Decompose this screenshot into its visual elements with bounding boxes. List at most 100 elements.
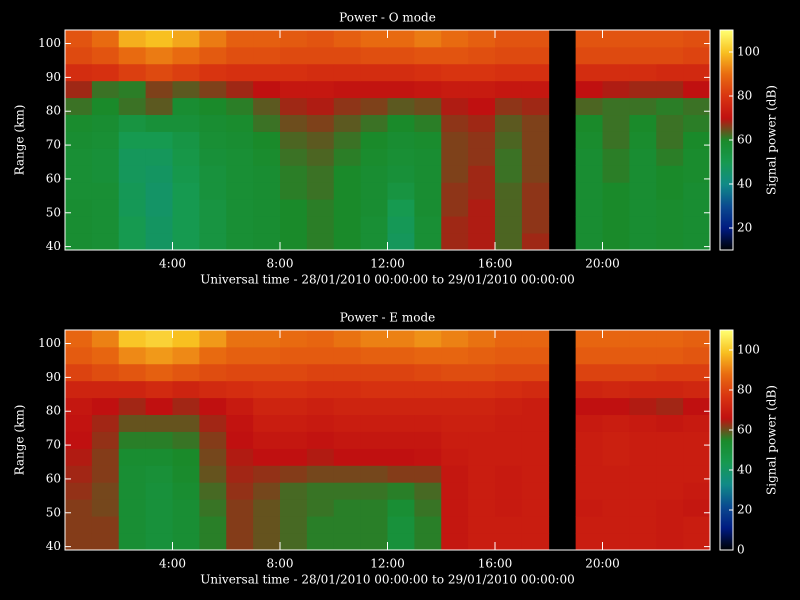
heatmap-cell (360, 431, 388, 449)
heatmap-cell (118, 80, 147, 99)
heatmap-cell (629, 414, 657, 432)
colorbar-swatch (720, 528, 733, 531)
heatmap-cell (253, 448, 281, 466)
heatmap-cell (333, 233, 362, 251)
heatmap-cell (226, 465, 254, 483)
heatmap-cell (65, 330, 93, 348)
colorbar-swatch (720, 160, 733, 163)
heatmap-cell (360, 199, 388, 217)
heatmap-cell (521, 30, 550, 48)
heatmap-cell (575, 63, 603, 82)
colorbar-swatch (720, 472, 733, 475)
heatmap-cell (91, 397, 120, 416)
heatmap-cell (360, 97, 388, 116)
colorbar-swatch (720, 530, 733, 533)
heatmap-cell (468, 330, 496, 348)
heatmap-cell (226, 482, 254, 500)
heatmap-cell (145, 482, 173, 500)
colorbar-swatch (720, 100, 733, 103)
heatmap-cell (629, 199, 657, 217)
colorbar-swatch (720, 92, 733, 95)
colorbar-swatch (720, 524, 733, 527)
colorbar-swatch (720, 54, 733, 57)
heatmap-cell (226, 233, 254, 251)
heatmap-cell (387, 148, 415, 166)
colorbar-swatch (720, 394, 733, 397)
heatmap-cell (387, 233, 415, 251)
x-axis-label: Universal time - 28/01/2010 00:00:00 to … (200, 273, 575, 287)
colorbar-swatch (720, 158, 733, 161)
y-tick-label: 100 (38, 36, 61, 50)
heatmap-cell (280, 97, 308, 116)
heatmap-cell (91, 363, 120, 382)
heatmap-cell (145, 46, 173, 65)
heatmap-cell (118, 199, 147, 217)
heatmap-cell (629, 516, 657, 534)
colorbar-swatch (720, 404, 733, 407)
heatmap-cell (656, 80, 684, 99)
heatmap-cell (306, 397, 335, 416)
colorbar-swatch (720, 496, 733, 499)
heatmap-cell (333, 216, 362, 234)
heatmap-cell (468, 131, 496, 149)
heatmap-cell (575, 397, 603, 416)
heatmap-cell (306, 448, 335, 466)
heatmap-cell (683, 148, 711, 166)
colorbar-swatch (720, 418, 733, 421)
colorbar-swatch (720, 152, 733, 155)
heatmap-cell (521, 465, 550, 483)
colorbar-swatch (720, 76, 733, 79)
heatmap-cell (656, 414, 684, 432)
colorbar-swatch (720, 526, 733, 529)
colorbar-swatch (720, 504, 733, 507)
heatmap-cell (441, 363, 469, 382)
heatmap-cell (145, 414, 173, 432)
colorbar-swatch (720, 216, 733, 219)
heatmap-cell (91, 516, 120, 534)
colorbar-swatch (720, 116, 733, 119)
colorbar-swatch (720, 104, 733, 107)
heatmap-cell (118, 330, 147, 348)
heatmap-cell (145, 499, 173, 517)
heatmap-cell (172, 182, 200, 200)
colorbar-swatch (720, 118, 733, 121)
heatmap-cell (575, 199, 603, 217)
heatmap-cell (118, 63, 147, 82)
colorbar-label: Signal power (dB) (765, 385, 779, 495)
heatmap-cell (602, 482, 630, 500)
heatmap-cell (387, 516, 415, 534)
colorbar-swatch (720, 350, 733, 353)
colorbar-swatch (720, 42, 733, 45)
heatmap-cell (253, 346, 281, 365)
heatmap-cell (306, 165, 335, 183)
colorbar-swatch (720, 236, 733, 239)
colorbar-swatch (720, 510, 733, 513)
colorbar-tick-label: 100 (737, 45, 760, 59)
heatmap-cell (495, 414, 523, 432)
heatmap-cell (521, 80, 550, 99)
heatmap-cell (118, 30, 147, 48)
heatmap-cell (253, 80, 281, 99)
heatmap-cell (333, 114, 362, 132)
heatmap-cell (333, 448, 362, 466)
heatmap-cell (414, 63, 442, 82)
heatmap-cell (414, 380, 442, 399)
colorbar-swatch (720, 454, 733, 457)
heatmap-cell (602, 516, 630, 534)
heatmap-cell (280, 533, 308, 551)
heatmap-cell (468, 499, 496, 517)
heatmap-cell (280, 516, 308, 534)
heatmap-cell (387, 165, 415, 183)
colorbar-swatch (720, 190, 733, 193)
colorbar-swatch (720, 72, 733, 75)
colorbar-swatch (720, 34, 733, 37)
heatmap-cell (226, 397, 254, 416)
colorbar-swatch (720, 56, 733, 59)
heatmap-cell (521, 363, 550, 382)
heatmap-cell (521, 216, 550, 234)
colorbar-swatch (720, 354, 733, 357)
colorbar-swatch (720, 36, 733, 39)
heatmap-cell (145, 346, 173, 365)
heatmap-cell (280, 63, 308, 82)
